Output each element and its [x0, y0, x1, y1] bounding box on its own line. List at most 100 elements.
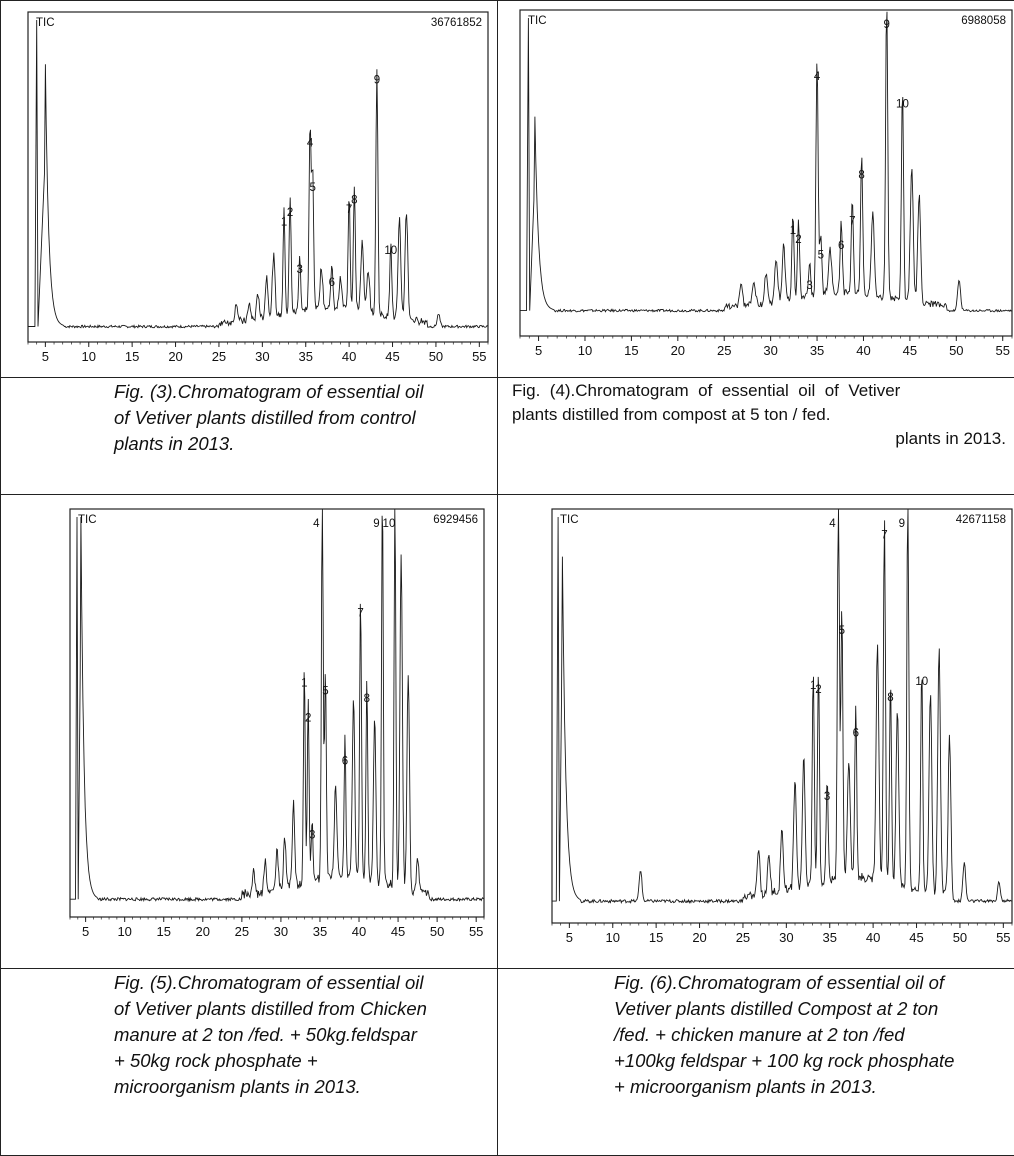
caption-line: Fig. (4).Chromatogram of essential oil o…	[512, 381, 901, 400]
x-tick-label: 15	[624, 343, 638, 358]
peak-label-8: 8	[887, 692, 893, 704]
plot-frame	[69, 508, 485, 918]
caption-fig-6: Fig. (6).Chromatogram of essential oil o…	[614, 970, 1014, 1100]
peak-label-9: 9	[373, 518, 379, 530]
tic-label: TIC	[36, 17, 55, 29]
chromatogram-fig-6: TIC 42671158 1 2 3 4 5 6 7 8 9 10 5 10 15 20 25 30 35 40 45 5…	[546, 505, 1014, 963]
tic-trace	[70, 509, 484, 903]
table-border-top	[0, 0, 1014, 1]
x-tick-label: 45	[909, 930, 923, 945]
tic-trace	[552, 509, 1012, 905]
x-tick-label: 30	[779, 930, 793, 945]
caption-line: manure at 2 ton /fed. + 50kg.feldspar	[114, 1024, 417, 1045]
peak-label-7: 7	[881, 530, 887, 542]
caption-line: of Vetiver plants distilled from control	[114, 407, 416, 428]
x-tick-label: 35	[810, 343, 824, 358]
caption-line: + microorganism plants in 2013.	[614, 1076, 877, 1097]
peak-label-10: 10	[383, 518, 396, 530]
peak-label-10: 10	[915, 676, 928, 688]
caption-line: /fed. + chicken manure at 2 ton /fed	[614, 1024, 905, 1045]
table-border-left	[0, 0, 1, 1156]
peak-label-8: 8	[858, 169, 864, 181]
peak-label-5: 5	[818, 249, 824, 261]
x-tick-label: 45	[385, 349, 399, 364]
peak-label-6: 6	[838, 240, 844, 252]
peak-label-7: 7	[346, 204, 352, 216]
x-tick-label: 40	[342, 349, 356, 364]
peak-label-2: 2	[287, 207, 293, 219]
max-intensity-label: 42671158	[956, 514, 1006, 526]
chromatogram-fig-4: TIC 6988058 1 2 3 4 5 6 7 8 9 10 5 10 15 20 25 30 35 40 45 50…	[514, 4, 1014, 374]
x-tick-label: 55	[469, 924, 483, 939]
x-tick-label: 25	[212, 349, 226, 364]
caption-line: Fig. (3).Chromatogram of essential oil	[114, 381, 424, 402]
tic-label: TIC	[560, 514, 579, 526]
max-intensity-label: 6988058	[961, 15, 1006, 27]
x-tick-label: 5	[82, 924, 89, 939]
max-intensity-label: 6929456	[433, 514, 478, 526]
peak-label-9: 9	[883, 19, 889, 31]
peak-label-4: 4	[307, 138, 314, 150]
peak-label-5: 5	[839, 625, 845, 637]
x-tick-label: 15	[125, 349, 139, 364]
table-border-row-1	[0, 377, 1014, 378]
peak-label-3: 3	[806, 280, 812, 292]
tic-trace	[28, 19, 489, 329]
caption-line: plants in 2013.	[895, 429, 1006, 448]
x-tick-label: 55	[995, 343, 1009, 358]
x-tick-label: 10	[606, 930, 620, 945]
x-tick-label: 20	[196, 924, 210, 939]
x-tick-label: 55	[996, 930, 1010, 945]
x-tick-label: 50	[953, 930, 967, 945]
caption-line: Fig. (5).Chromatogram of essential oil	[114, 972, 424, 993]
x-tick-label: 20	[671, 343, 685, 358]
caption-line: microorganism plants in 2013.	[114, 1076, 361, 1097]
caption-line: + 50kg rock phosphate +	[114, 1050, 318, 1071]
peak-label-1: 1	[810, 680, 816, 692]
x-tick-label: 10	[578, 343, 592, 358]
table-border-row-2	[0, 494, 1014, 495]
peak-label-6: 6	[329, 277, 335, 289]
x-tick-label: 40	[856, 343, 870, 358]
plot-frame	[519, 9, 1013, 337]
x-tick-label: 35	[299, 349, 313, 364]
x-tick-label: 20	[692, 930, 706, 945]
x-tick-label: 40	[352, 924, 366, 939]
x-tick-label: 25	[235, 924, 249, 939]
peak-label-5: 5	[322, 685, 328, 697]
tic-trace	[520, 11, 1012, 313]
caption-fig-4: Fig. (4).Chromatogram of essential oil o…	[512, 379, 1010, 451]
x-tick-label: 10	[82, 349, 96, 364]
caption-line: plants in 2013.	[114, 433, 235, 454]
caption-line: Fig. (6).Chromatogram of essential oil o…	[614, 972, 945, 993]
tic-label: TIC	[78, 514, 97, 526]
peak-label-4: 4	[829, 518, 836, 530]
tic-label: TIC	[528, 15, 547, 27]
plot-frame	[27, 11, 489, 343]
peak-label-5: 5	[309, 182, 315, 194]
x-tick-label: 50	[949, 343, 963, 358]
peak-label-3: 3	[309, 830, 315, 842]
table-border-middle	[497, 0, 498, 1156]
peak-label-7: 7	[357, 607, 363, 619]
peak-label-8: 8	[351, 195, 357, 207]
peak-label-3: 3	[296, 264, 302, 276]
caption-fig-5: Fig. (5).Chromatogram of essential oil o…	[114, 970, 494, 1100]
x-tick-label: 35	[823, 930, 837, 945]
peak-label-3: 3	[824, 791, 830, 803]
peak-label-1: 1	[301, 678, 307, 690]
x-tick-label: 50	[430, 924, 444, 939]
peak-label-6: 6	[853, 728, 859, 740]
peak-label-6: 6	[342, 756, 348, 768]
peak-label-1: 1	[281, 217, 287, 229]
caption-fig-3: Fig. (3).Chromatogram of essential oil o…	[114, 379, 494, 457]
x-tick-label: 25	[717, 343, 731, 358]
x-tick-label: 35	[313, 924, 327, 939]
chromatogram-fig-3: TIC 36761852 1 2 3 4 5 6 7 8 9 10 5 10 15 20 25 30 35 40 45 5…	[22, 6, 492, 372]
x-tick-label: 40	[866, 930, 880, 945]
x-tick-label: 15	[649, 930, 663, 945]
peak-label-2: 2	[795, 234, 801, 246]
peak-label-10: 10	[896, 98, 909, 110]
peak-label-4: 4	[313, 518, 320, 530]
